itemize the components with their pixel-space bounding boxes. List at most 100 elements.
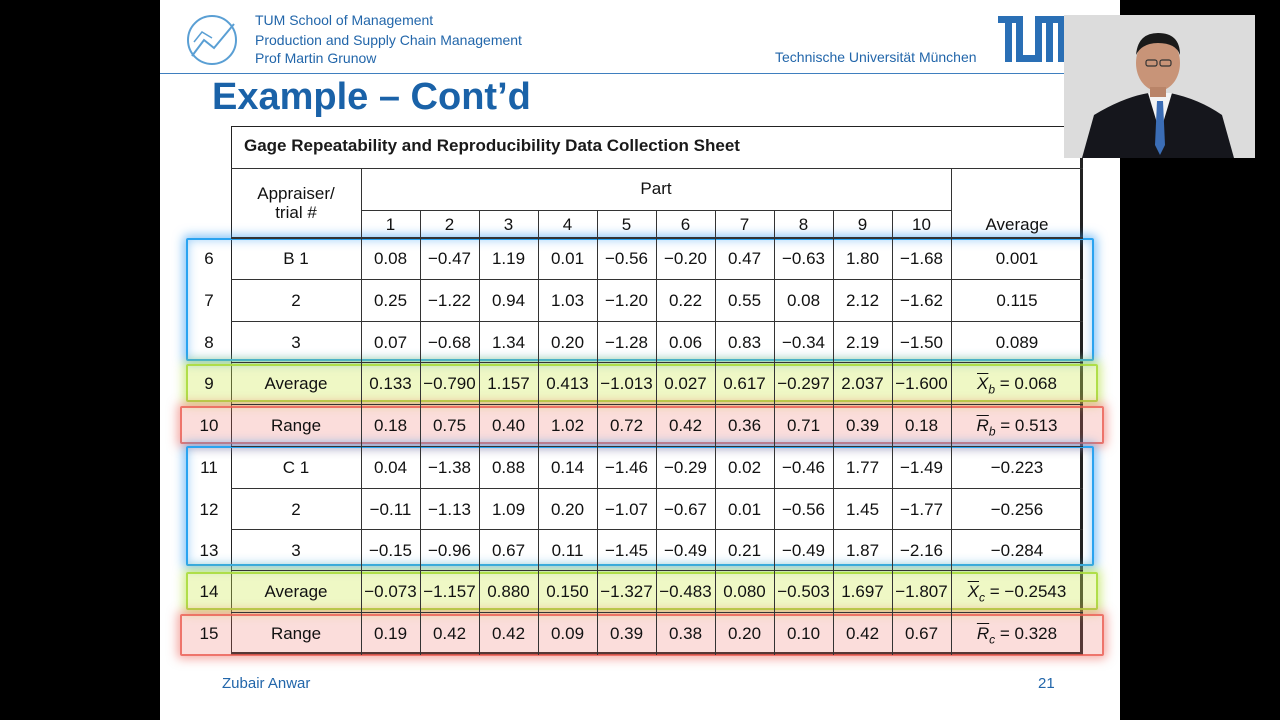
table-cell: 0.67 — [904, 624, 939, 643]
table-col-divider — [420, 210, 421, 655]
table-cell: −0.46 — [781, 458, 825, 477]
summary-value: = 0.068 — [995, 374, 1057, 393]
average-header: Average — [985, 215, 1049, 234]
row-number: 15 — [199, 624, 219, 643]
part-header: Part — [640, 179, 672, 198]
table-cell: −1.50 — [899, 333, 943, 352]
tum-school-logo-icon — [187, 15, 237, 65]
table-row-divider — [231, 237, 1083, 239]
table-cell: 1.87 — [845, 541, 880, 560]
header-school: TUM School of Management — [255, 12, 434, 28]
part-number-header: 1 — [385, 215, 396, 234]
table-cell: −0.073 — [364, 582, 417, 601]
presenter-webcam — [1064, 15, 1255, 158]
part-number-header: 8 — [798, 215, 809, 234]
table-cell: −0.297 — [777, 374, 830, 393]
table-cell: 0.04 — [373, 458, 408, 477]
row-average: Xb = 0.068 — [951, 374, 1083, 396]
table-cell: 0.40 — [491, 416, 526, 435]
row-number: 6 — [204, 249, 214, 268]
row-label: C 1 — [282, 458, 310, 477]
highlight-average-c — [186, 572, 1098, 610]
table-row-divider — [231, 612, 1083, 613]
part-number-header: 10 — [912, 215, 931, 234]
overbar-symbol: R — [976, 416, 989, 435]
symbol-subscript: c — [979, 590, 986, 605]
table-cell: −1.46 — [604, 458, 648, 477]
table-row-divider — [231, 321, 1083, 322]
sheet-title: Gage Repeatability and Reproducibility D… — [244, 136, 740, 155]
table-cell: −1.157 — [423, 582, 476, 601]
table-cell: −2.16 — [899, 541, 943, 560]
table-cell: −1.07 — [604, 500, 648, 519]
row-average: −0.256 — [990, 500, 1044, 519]
table-cell: −0.790 — [423, 374, 476, 393]
table-cell: −0.56 — [604, 249, 648, 268]
table-cell: 0.01 — [550, 249, 585, 268]
table-cell: 0.07 — [373, 333, 408, 352]
part-number-header: 7 — [739, 215, 750, 234]
table-cell: −1.20 — [604, 291, 648, 310]
slide-title: Example – Cont’d — [212, 76, 531, 118]
table-cell: 1.157 — [487, 374, 530, 393]
row-label: Average — [264, 374, 328, 393]
row-label: Range — [270, 624, 322, 643]
overbar-symbol: X — [967, 582, 980, 601]
appraiser-trial-header: Appraiser/ trial # — [257, 184, 335, 222]
row-number: 9 — [204, 374, 214, 393]
row-average: 0.115 — [996, 291, 1038, 310]
table-cell: 2.12 — [845, 291, 880, 310]
table-cell: 0.83 — [727, 333, 762, 352]
table-cell: 0.42 — [845, 624, 880, 643]
part-number-header: 6 — [680, 215, 691, 234]
table-cell: −0.29 — [663, 458, 707, 477]
row-label: B 1 — [283, 249, 309, 268]
highlight-appraiser-c — [186, 446, 1094, 566]
table-cell: −0.34 — [781, 333, 825, 352]
table-cell: 0.88 — [491, 458, 526, 477]
symbol-subscript: c — [989, 632, 996, 647]
table-cell: 0.027 — [664, 374, 707, 393]
grr-data-sheet — [231, 126, 1083, 655]
table-row-divider — [231, 570, 1083, 571]
part-number-header: 4 — [562, 215, 573, 234]
row-number: 13 — [199, 541, 219, 560]
table-cell: 0.38 — [668, 624, 703, 643]
table-col-divider — [833, 210, 834, 655]
row-label: 3 — [291, 541, 301, 560]
footer-presenter: Zubair Anwar — [222, 675, 311, 692]
row-average: −0.223 — [990, 458, 1044, 477]
table-cell: 2.19 — [845, 333, 880, 352]
table-cell: 0.10 — [786, 624, 821, 643]
table-cell: 0.21 — [727, 541, 762, 560]
table-cell: 0.36 — [727, 416, 762, 435]
table-col-divider — [892, 210, 893, 655]
table-cell: 0.39 — [845, 416, 880, 435]
table-cell: 0.09 — [550, 624, 585, 643]
highlight-range-c — [180, 614, 1104, 656]
overbar-symbol: X — [977, 374, 989, 393]
row-average: 0.089 — [995, 333, 1039, 352]
table-cell: 1.09 — [491, 500, 526, 519]
table-cell: 0.22 — [668, 291, 703, 310]
table-cell: −0.20 — [663, 249, 707, 268]
table-col-divider — [656, 210, 657, 655]
table-cell: −1.38 — [427, 458, 471, 477]
table-cell: −0.47 — [427, 249, 471, 268]
row-label: 2 — [291, 291, 301, 310]
table-cell: 1.02 — [550, 416, 585, 435]
table-col-divider — [538, 210, 539, 655]
part-number-header: 9 — [857, 215, 868, 234]
presentation-slide: TUM School of Management Production and … — [160, 0, 1120, 720]
row-number: 8 — [204, 333, 214, 352]
table-row-divider — [231, 279, 1083, 280]
table-row-divider — [231, 446, 1083, 447]
table-cell: −1.77 — [899, 500, 943, 519]
table-cell: 1.697 — [841, 582, 884, 601]
table-cell: −1.327 — [600, 582, 653, 601]
row-label: 3 — [291, 333, 301, 352]
table-cell: 0.413 — [546, 374, 589, 393]
table-cell: 0.20 — [550, 500, 585, 519]
table-row-divider — [231, 362, 1083, 363]
table-cell: 0.42 — [491, 624, 526, 643]
